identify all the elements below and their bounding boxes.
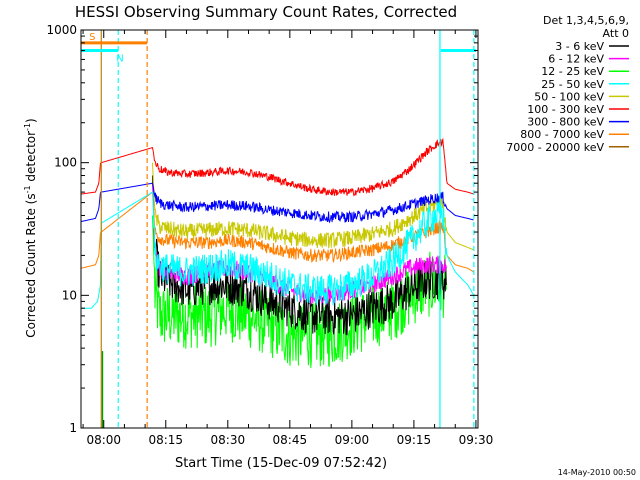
footer-date: 14-May-2010 00:50	[558, 468, 636, 477]
plot-area: SN	[80, 30, 476, 428]
series-line-5	[80, 137, 474, 197]
chart-title: HESSI Observing Summary Count Rates, Cor…	[75, 3, 457, 21]
axes: 08:00 08:15 08:30 08:45 09:00 09:15 09:30 1 10 10…	[46, 23, 493, 447]
x-axis-label: Start Time (15-Dec-09 07:52:42)	[175, 456, 387, 471]
series-line-4	[152, 162, 474, 251]
plot-frame	[80, 29, 479, 429]
legend-label: 100 - 300 keV	[527, 103, 604, 116]
series-line-7	[80, 191, 474, 273]
legend-label: 50 - 100 keV	[534, 90, 604, 103]
x-tick-label: 08:00	[86, 433, 121, 447]
legend-header-line2: Att 0	[603, 27, 629, 40]
y-tick-label: 1	[69, 421, 77, 435]
legend-label: 6 - 12 keV	[548, 53, 604, 66]
legend-label: 3 - 6 keV	[555, 40, 604, 53]
y-tick-label: 100	[54, 156, 77, 170]
marker-label-1: N	[116, 54, 123, 65]
y-tick-label: 1000	[46, 23, 77, 37]
y-axis-label-mid: detector	[24, 131, 38, 186]
marker-label-0: S	[89, 32, 95, 43]
legend-label: 25 - 50 keV	[541, 78, 604, 91]
x-tick-label: 09:30	[459, 433, 494, 447]
y-axis-label-sup2: -1	[23, 123, 32, 131]
series-line-3	[81, 191, 474, 309]
x-tick-label: 09:15	[397, 433, 432, 447]
legend-header-line1: Det 1,3,4,5,6,9,	[543, 14, 629, 27]
y-axis-label: Corrected Count Rate (s-1 detector-1)	[23, 118, 38, 337]
y-tick-label: 10	[62, 288, 77, 302]
legend-label: 7000 - 20000 keV	[506, 141, 604, 154]
x-tick-label: 08:30	[211, 433, 246, 447]
x-tick-label: 08:45	[273, 433, 308, 447]
y-axis-label-end: )	[24, 118, 38, 123]
legend-label: 300 - 800 keV	[527, 116, 604, 129]
series-line-6	[80, 182, 474, 224]
x-tick-label: 09:00	[335, 433, 370, 447]
legend-label: 800 - 7000 keV	[520, 128, 604, 141]
y-axis-label-sup1: -1	[23, 185, 32, 193]
series-line-0	[152, 175, 448, 336]
legend-label: 12 - 25 keV	[541, 65, 604, 78]
x-tick-label: 08:15	[148, 433, 183, 447]
y-axis-label-main: Corrected Count Rate (s	[24, 193, 38, 337]
